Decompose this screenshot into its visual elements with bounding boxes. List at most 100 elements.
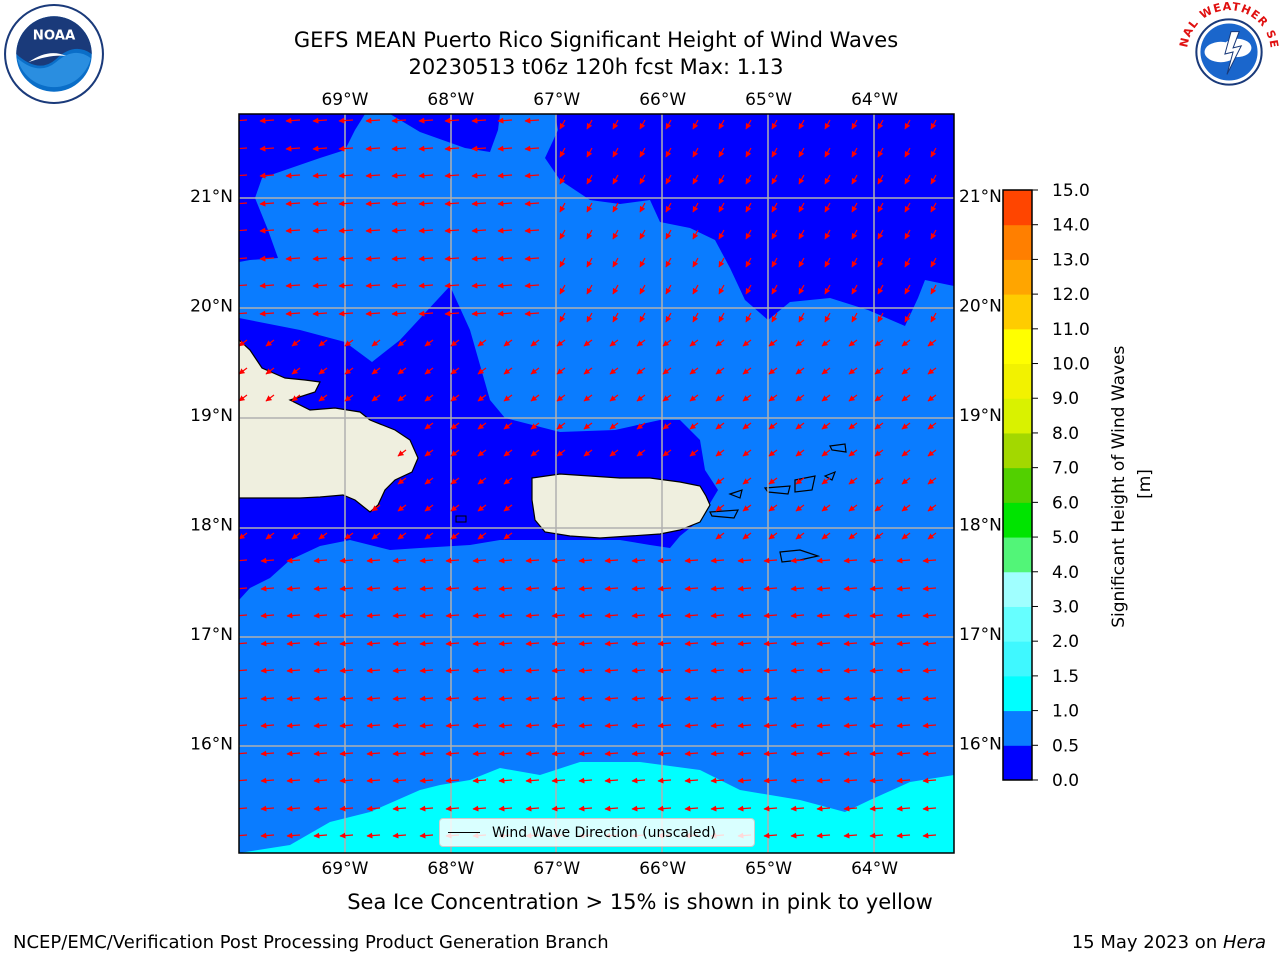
wave-direction-arrow <box>896 832 911 839</box>
wave-direction-arrow <box>498 667 513 674</box>
wave-direction-arrow <box>631 667 646 674</box>
wave-direction-arrow <box>927 367 937 375</box>
wave-direction-arrow <box>692 257 699 268</box>
wave-direction-arrow <box>636 367 646 375</box>
wave-direction-arrow <box>874 339 884 347</box>
wave-direction-arrow <box>586 284 593 295</box>
wave-direction-arrow <box>291 367 301 375</box>
wave-direction-arrow <box>578 557 593 564</box>
wave-direction-arrow <box>790 722 805 729</box>
wave-direction-arrow <box>604 612 619 619</box>
noaa-logo: NOAA <box>4 4 104 104</box>
wave-direction-arrow <box>444 145 460 152</box>
wave-direction-arrow <box>745 229 752 240</box>
wave-direction-arrow <box>285 282 301 289</box>
wave-direction-arrow <box>312 200 328 207</box>
wave-direction-arrow <box>790 777 805 784</box>
colorbar-band <box>1003 641 1032 677</box>
lon-label-bottom: 65°W <box>745 859 792 879</box>
wave-direction-arrow <box>450 394 460 402</box>
wave-direction-arrow <box>665 229 672 240</box>
wave-direction-arrow <box>684 722 699 729</box>
colorbar-frame <box>1002 189 1033 781</box>
wave-direction-arrow <box>737 777 752 784</box>
wave-direction-arrow <box>259 255 275 262</box>
wave-direction-arrow <box>418 145 434 152</box>
wave-direction-arrow <box>771 284 778 295</box>
wave-direction-arrow <box>763 695 778 702</box>
wave-direction-arrow <box>631 805 646 812</box>
colorbar-tick-label: 14.0 <box>1052 216 1090 236</box>
wave-direction-arrow <box>450 532 460 540</box>
legend-line-icon <box>448 832 480 833</box>
wave-direction-arrow <box>631 612 646 619</box>
wave-direction-arrow <box>657 722 672 729</box>
colorbar-tick-label: 6.0 <box>1052 493 1079 513</box>
wave-direction-arrow <box>904 229 911 240</box>
wave-direction-arrow <box>768 422 778 430</box>
wave-direction-arrow <box>843 777 858 784</box>
wave-direction-arrow <box>498 805 513 812</box>
lat-labels-left: 21°N 20°N 19°N 18°N 17°N 16°N <box>190 187 233 754</box>
wave-direction-arrow <box>715 449 725 457</box>
wave-direction-arrow <box>930 147 937 158</box>
wave-direction-arrow <box>604 722 619 729</box>
wave-direction-arrow <box>612 284 619 295</box>
wave-direction-arrow <box>418 282 434 289</box>
wave-direction-arrow <box>821 532 831 540</box>
wave-direction-arrow <box>877 257 884 268</box>
wave-direction-arrow <box>742 394 752 402</box>
wave-direction-arrow <box>391 200 407 207</box>
wave-direction-arrow <box>524 172 540 179</box>
wave-direction-arrow <box>665 257 672 268</box>
wave-direction-arrow <box>843 805 858 812</box>
wave-direction-arrow <box>445 722 460 729</box>
wave-direction-arrow <box>285 255 301 262</box>
wave-direction-arrow <box>286 695 301 702</box>
wave-direction-arrow <box>609 394 619 402</box>
wave-direction-arrow <box>710 585 725 592</box>
wave-direction-arrow <box>530 449 540 457</box>
wave-direction-arrow <box>657 557 672 564</box>
wave-direction-arrow <box>583 422 593 430</box>
wave-direction-arrow <box>604 667 619 674</box>
wave-direction-arrow <box>525 750 540 757</box>
land-virgin-islands <box>709 443 847 519</box>
wave-direction-arrow <box>424 532 434 540</box>
wave-direction-arrow <box>339 805 354 812</box>
wave-direction-arrow <box>559 202 566 213</box>
wave-direction-arrow <box>450 339 460 347</box>
wave-direction-arrow <box>790 612 805 619</box>
wave-direction-arrow <box>471 117 487 124</box>
wave-direction-arrow <box>848 339 858 347</box>
wave-direction-arrow <box>821 477 831 485</box>
wave-direction-arrow <box>612 174 619 185</box>
wave-direction-arrow <box>631 695 646 702</box>
wave-direction-arrow <box>312 255 328 262</box>
wave-direction-arrow <box>639 174 646 185</box>
wave-direction-arrow <box>471 227 487 234</box>
wave-direction-arrow <box>239 532 248 540</box>
wave-direction-arrow <box>742 449 752 457</box>
wave-direction-arrow <box>419 777 434 784</box>
wave-direction-arrow <box>339 612 354 619</box>
wave-direction-arrow <box>419 805 434 812</box>
wave-direction-arrow <box>816 640 831 647</box>
wave-direction-arrow <box>795 504 805 512</box>
wave-direction-arrow <box>338 310 354 317</box>
wave-direction-arrow <box>896 557 911 564</box>
wave-direction-arrow <box>392 832 407 839</box>
wave-direction-arrow <box>497 227 513 234</box>
wave-direction-arrow <box>559 312 566 323</box>
wave-direction-arrow <box>692 147 699 158</box>
wave-direction-arrow <box>318 339 328 347</box>
wave-direction-arrow <box>798 312 805 323</box>
wave-direction-arrow <box>530 367 540 375</box>
wave-direction-arrow <box>877 174 884 185</box>
wave-direction-arrow <box>583 449 593 457</box>
wave-direction-arrow <box>657 667 672 674</box>
wave-direction-arrow <box>313 557 328 564</box>
wave-direction-arrow <box>851 284 858 295</box>
wave-direction-arrow <box>551 750 566 757</box>
wave-direction-arrow <box>419 667 434 674</box>
